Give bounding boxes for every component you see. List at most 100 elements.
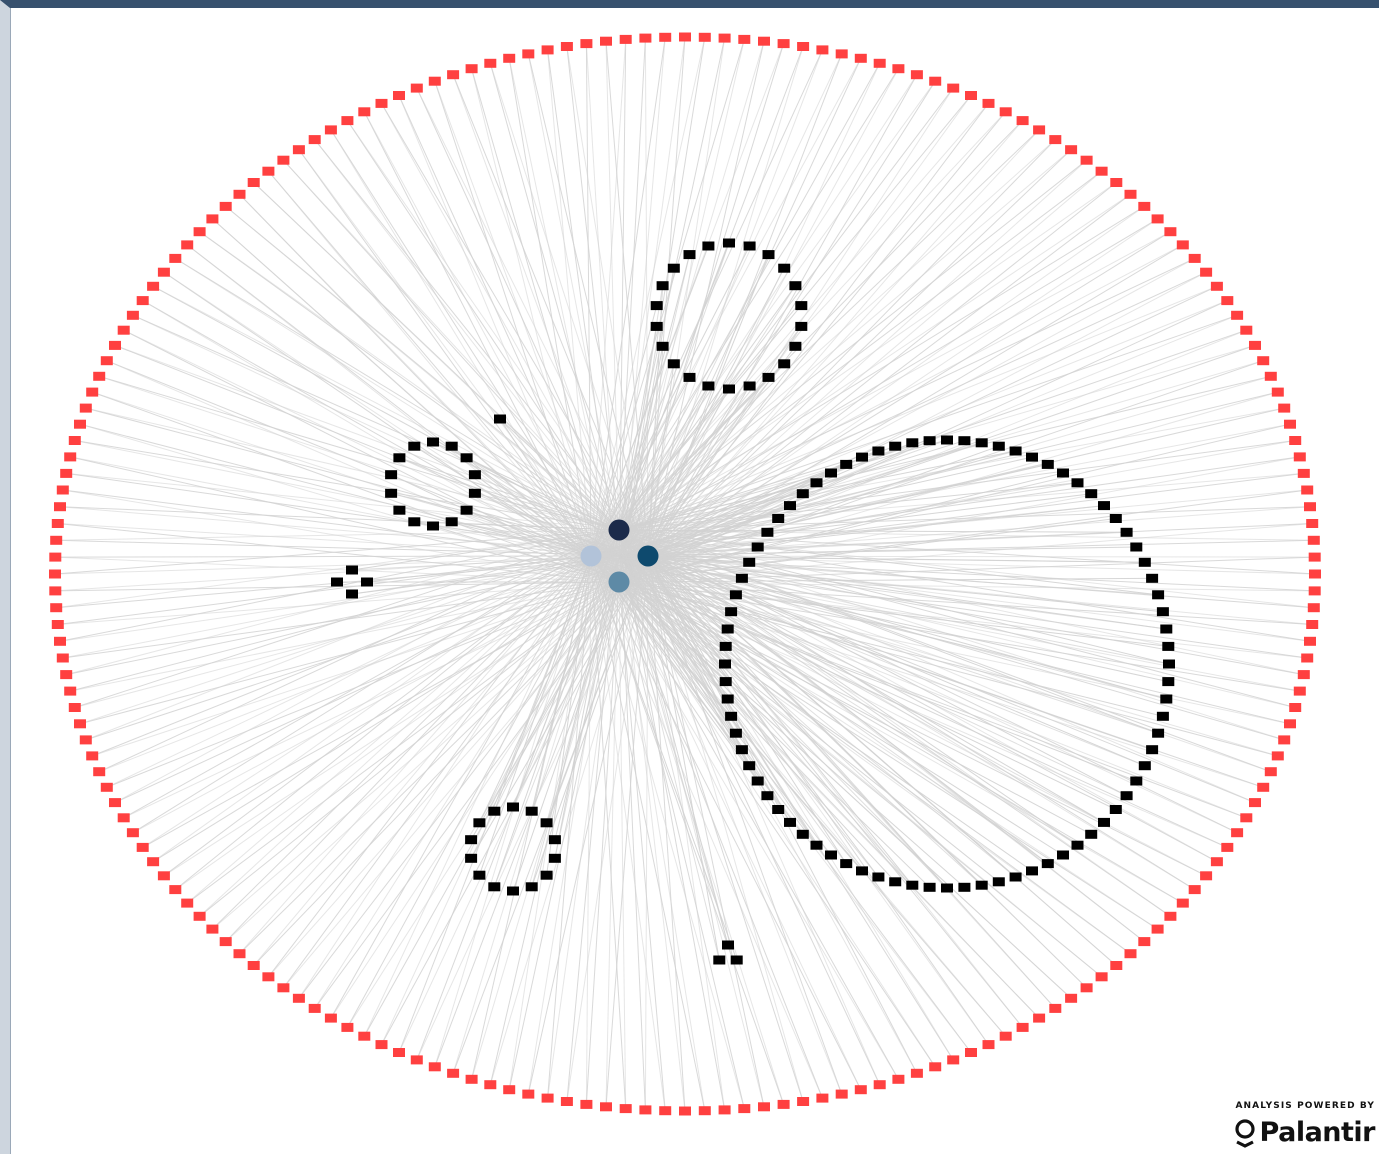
outer-ring-node[interactable] — [193, 911, 206, 921]
cluster-large-right-node[interactable] — [1085, 489, 1098, 499]
cluster-large-right-node[interactable] — [1138, 557, 1151, 567]
outer-ring-node[interactable] — [580, 39, 593, 49]
outer-ring-node[interactable] — [1231, 828, 1244, 838]
cluster-top-node[interactable] — [795, 321, 808, 331]
cluster-left-node[interactable] — [468, 488, 481, 498]
outer-ring-node[interactable] — [1278, 735, 1291, 745]
outer-ring-node[interactable] — [854, 1085, 867, 1095]
outer-ring-node[interactable] — [126, 828, 139, 838]
outer-ring-node[interactable] — [157, 267, 170, 277]
outer-ring-node[interactable] — [117, 813, 130, 823]
cluster-large-right-node[interactable] — [735, 573, 748, 583]
outer-ring-node[interactable] — [679, 32, 691, 42]
outer-ring-node[interactable] — [659, 1106, 672, 1116]
cluster-large-right-node[interactable] — [729, 728, 742, 738]
cluster-large-right-node[interactable] — [1109, 514, 1122, 523]
outer-ring-node[interactable] — [679, 1106, 691, 1116]
outer-ring-node[interactable] — [816, 45, 829, 55]
outer-ring-node[interactable] — [873, 58, 886, 68]
outer-ring-node[interactable] — [1284, 419, 1296, 429]
outer-ring-node[interactable] — [1308, 552, 1321, 562]
outer-ring-node[interactable] — [60, 468, 73, 478]
cluster-large-right-node[interactable] — [1009, 872, 1022, 882]
cluster-large-right-node[interactable] — [958, 882, 971, 892]
outer-ring-node[interactable] — [541, 1093, 554, 1103]
outer-ring-node[interactable] — [522, 49, 535, 59]
outer-ring-node[interactable] — [1124, 949, 1137, 959]
outer-ring-node[interactable] — [947, 1055, 960, 1065]
outer-ring-node[interactable] — [1095, 166, 1108, 176]
cluster-left-node[interactable] — [427, 521, 439, 531]
outer-ring-node[interactable] — [1271, 387, 1284, 397]
hub-node-light-blue[interactable] — [580, 545, 602, 567]
cluster-top-node[interactable] — [667, 359, 680, 369]
cluster-top-node[interactable] — [778, 263, 791, 273]
outer-ring-node[interactable] — [308, 135, 321, 145]
outer-ring-node[interactable] — [1200, 267, 1213, 277]
outer-ring-node[interactable] — [308, 1003, 321, 1013]
cluster-small-left-node[interactable] — [346, 565, 358, 575]
outer-ring-node[interactable] — [816, 1093, 829, 1103]
outer-ring-node[interactable] — [247, 178, 260, 187]
cluster-large-right-node[interactable] — [1041, 459, 1054, 469]
outer-ring-node[interactable] — [277, 983, 290, 993]
cluster-large-right-node[interactable] — [772, 805, 785, 814]
cluster-bottom-left-node[interactable] — [465, 853, 478, 863]
outer-ring-node[interactable] — [109, 340, 121, 350]
outer-ring-node[interactable] — [136, 296, 149, 306]
outer-ring-node[interactable] — [892, 1074, 905, 1084]
outer-ring-node[interactable] — [1164, 227, 1177, 237]
outer-ring-node[interactable] — [484, 58, 497, 68]
outer-ring-node[interactable] — [1049, 135, 1062, 145]
outer-ring-node[interactable] — [262, 972, 275, 982]
outer-ring-node[interactable] — [1301, 485, 1314, 495]
cluster-large-right-node[interactable] — [721, 624, 734, 634]
outer-ring-node[interactable] — [718, 33, 731, 43]
outer-ring-node[interactable] — [1257, 782, 1270, 792]
cluster-large-right-node[interactable] — [992, 441, 1005, 451]
outer-ring-node[interactable] — [1188, 253, 1201, 263]
cluster-large-right-node[interactable] — [1146, 745, 1159, 755]
outer-ring-node[interactable] — [1249, 798, 1261, 808]
outer-ring-node[interactable] — [169, 253, 182, 263]
outer-ring-node[interactable] — [56, 653, 69, 663]
outer-ring-node[interactable] — [49, 569, 61, 579]
cluster-large-right-node[interactable] — [725, 607, 738, 617]
outer-ring-node[interactable] — [324, 125, 337, 135]
cluster-large-right-node[interactable] — [796, 829, 809, 839]
outer-ring-node[interactable] — [341, 116, 354, 126]
outer-ring-node[interactable] — [1210, 281, 1223, 291]
cluster-large-right-node[interactable] — [784, 817, 796, 827]
outer-ring-node[interactable] — [1065, 993, 1078, 1003]
outer-ring-node[interactable] — [277, 155, 290, 165]
cluster-large-right-node[interactable] — [784, 501, 796, 511]
cluster-top-node[interactable] — [656, 281, 669, 291]
hub-node-steel-blue[interactable] — [608, 571, 630, 593]
cluster-large-right-node[interactable] — [761, 527, 774, 537]
outer-ring-node[interactable] — [375, 1040, 388, 1050]
outer-ring-node[interactable] — [619, 34, 632, 44]
outer-ring-node[interactable] — [393, 91, 405, 100]
cluster-top-node[interactable] — [762, 372, 775, 382]
outer-ring-node[interactable] — [1033, 1013, 1046, 1023]
outer-ring-node[interactable] — [126, 310, 139, 320]
outer-ring-node[interactable] — [74, 419, 86, 429]
cluster-left-node[interactable] — [460, 453, 473, 463]
outer-ring-node[interactable] — [79, 735, 92, 745]
outer-ring-node[interactable] — [541, 45, 554, 55]
cluster-left-node[interactable] — [445, 441, 458, 451]
cluster-large-right-node[interactable] — [1071, 840, 1084, 850]
cluster-top-node[interactable] — [650, 301, 663, 311]
outer-ring-node[interactable] — [1308, 586, 1321, 596]
cluster-large-right-node[interactable] — [810, 840, 823, 850]
outer-ring-node[interactable] — [503, 1085, 516, 1095]
cluster-large-right-node[interactable] — [735, 745, 748, 755]
outer-ring-node[interactable] — [358, 1031, 371, 1041]
outer-ring-node[interactable] — [93, 767, 106, 777]
outer-ring-node[interactable] — [600, 1102, 612, 1112]
outer-ring-node[interactable] — [262, 166, 275, 176]
outer-ring-node[interactable] — [1221, 296, 1234, 306]
outer-ring-node[interactable] — [447, 1068, 460, 1078]
cluster-large-right-node[interactable] — [1138, 761, 1151, 771]
cluster-large-right-node[interactable] — [906, 880, 919, 890]
